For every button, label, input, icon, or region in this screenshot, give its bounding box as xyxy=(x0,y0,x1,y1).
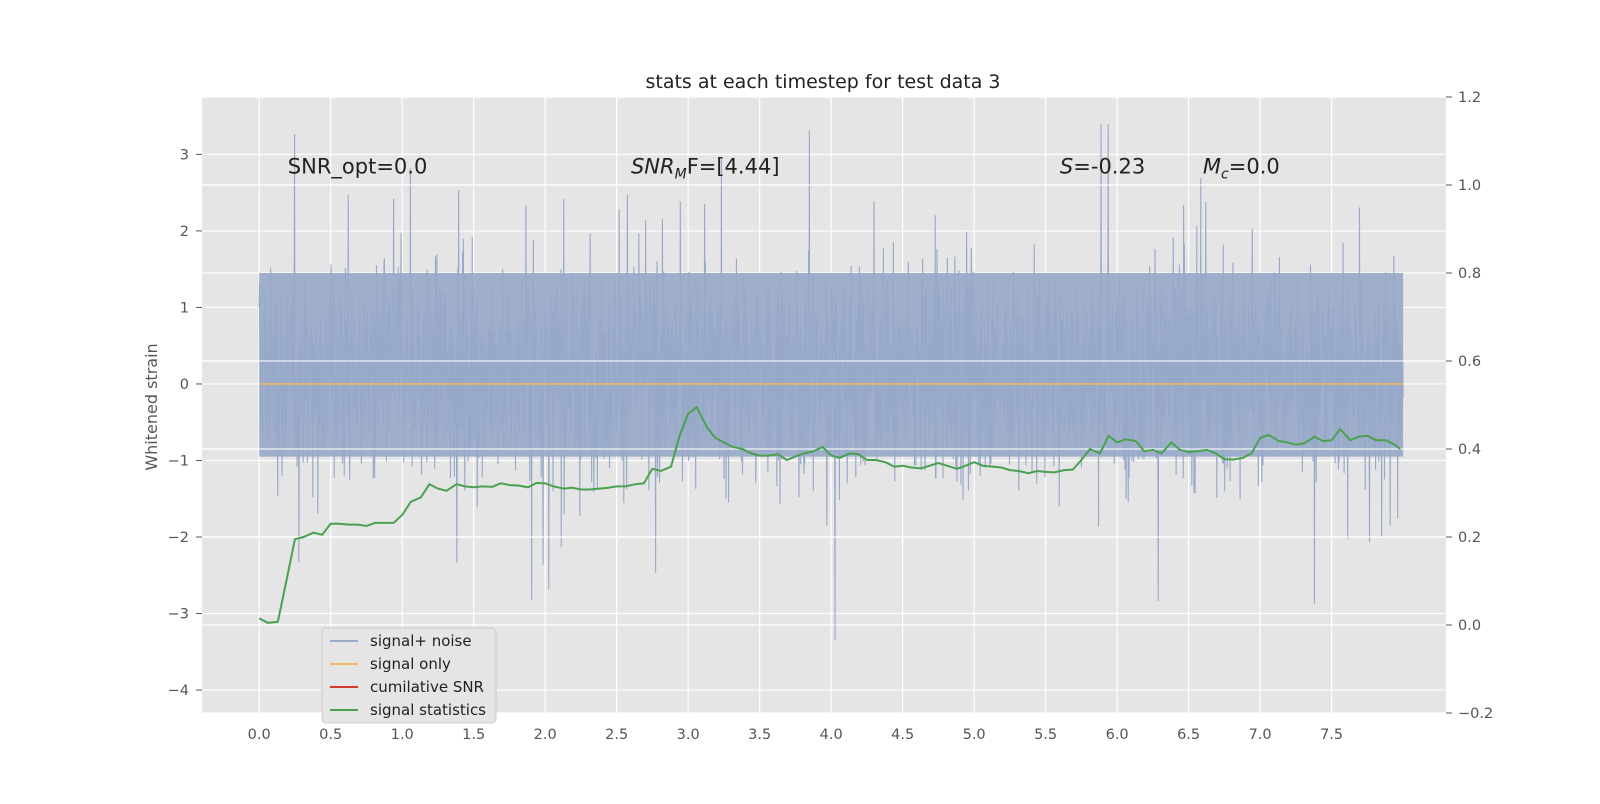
x-tick-label: 6.5 xyxy=(1177,727,1200,743)
legend-label: signal statistics xyxy=(370,701,486,719)
x-tick-label: 7.0 xyxy=(1249,727,1272,743)
signal-statistics-line xyxy=(258,405,1401,624)
annotation-1: SNR_opt=0.0 xyxy=(288,155,428,180)
chart-title: stats at each timestep for test data 3 xyxy=(645,71,1000,93)
y2-tick-label: 1.2 xyxy=(1458,90,1481,106)
x-tick-label: 6.0 xyxy=(1106,727,1129,743)
x-tick-label: 4.5 xyxy=(891,727,914,743)
x-tick-label: 0.5 xyxy=(319,727,342,743)
x-tick-label: 3.5 xyxy=(748,727,771,743)
y-tick-label: 0 xyxy=(180,377,189,393)
y-tick-label: −4 xyxy=(168,683,189,699)
legend-label: cumilative SNR xyxy=(370,678,484,696)
line-series xyxy=(258,383,1404,624)
annotations: SNR_opt=0.0 SNRMF=[4.44] S=-0.23 Mc=0.0 xyxy=(288,155,1280,183)
y2-tick-label: 1.0 xyxy=(1458,178,1481,194)
x-tick-label: 1.5 xyxy=(462,727,485,743)
x-tick-label: 7.5 xyxy=(1320,727,1343,743)
annotation-3: S=-0.23 xyxy=(1060,155,1145,179)
x-tick-label: 5.0 xyxy=(963,727,986,743)
y2-tick-label: 0.4 xyxy=(1458,442,1481,458)
x-tick-label: 4.0 xyxy=(820,727,843,743)
y2-tick-label: 0.0 xyxy=(1458,618,1481,634)
legend-label: signal+ noise xyxy=(370,632,472,650)
y2-tick-label: 0.8 xyxy=(1458,266,1481,282)
y-tick-label: 2 xyxy=(180,224,189,240)
legend-label: signal only xyxy=(370,655,451,673)
y-axis-label: Whitened strain xyxy=(142,343,161,470)
x-tick-label: 3.0 xyxy=(677,727,700,743)
y-tick-label: 3 xyxy=(180,147,189,163)
y2-tick-label: 0.2 xyxy=(1458,530,1481,546)
y-tick-label: −3 xyxy=(168,607,189,623)
y2-tick-label: 0.6 xyxy=(1458,354,1481,370)
axis-ticks: 0.0 0.5 1.0 1.5 2.0 2.5 3.0 3.5 4.0 4.5 5.0 5.5 6.0 6… xyxy=(168,90,1494,743)
x-tick-label: 5.5 xyxy=(1034,727,1057,743)
y-tick-label: 1 xyxy=(180,300,189,316)
x-tick-label: 1.0 xyxy=(391,727,414,743)
signal-plus-noise-line xyxy=(258,123,1404,641)
legend-box xyxy=(321,627,497,724)
legend: signal+ noise signal only cumilative SNR si… xyxy=(321,627,497,724)
x-tick-label: 2.5 xyxy=(605,727,628,743)
x-tick-label: 0.0 xyxy=(248,727,271,743)
signal-plus-noise-series xyxy=(202,123,1446,641)
annotation-4: Mc=0.0 xyxy=(1203,155,1280,183)
y-tick-label: −1 xyxy=(168,453,189,469)
x-tick-label: 2.0 xyxy=(534,727,557,743)
annotation-2: SNRMF=[4.44] xyxy=(631,155,780,183)
y-tick-label: −2 xyxy=(168,530,189,546)
y2-tick-label: −0.2 xyxy=(1458,706,1493,722)
